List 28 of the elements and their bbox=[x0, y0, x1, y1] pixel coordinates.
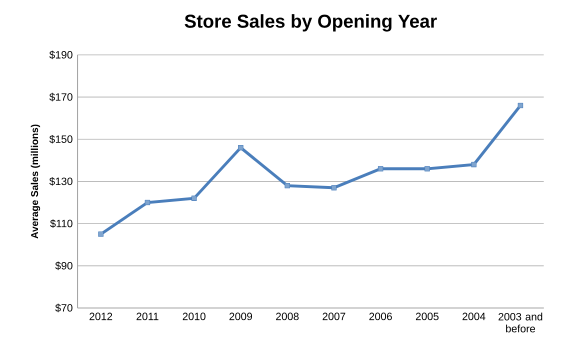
x-tick-label: 2003 and before bbox=[498, 312, 542, 332]
x-tick-label: 2010 bbox=[182, 312, 206, 320]
point bbox=[424, 166, 430, 172]
y-tick-label: $70 bbox=[55, 304, 72, 312]
x-tick-label: 2008 bbox=[276, 312, 299, 320]
x-tick-label: 2005 bbox=[416, 312, 439, 320]
point bbox=[238, 144, 244, 150]
chart-title: Store Sales by Opening Year bbox=[184, 14, 437, 32]
y-tick-label: $90 bbox=[55, 261, 72, 270]
point bbox=[98, 231, 104, 237]
x-tick-label: 2006 bbox=[369, 312, 392, 320]
y-tick-label: $190 bbox=[49, 50, 72, 60]
x-tick-label: 2012 bbox=[90, 312, 112, 320]
point bbox=[378, 166, 384, 172]
y-tick-label: $170 bbox=[49, 92, 72, 102]
y-axis-title: Average Sales (millions) bbox=[30, 124, 40, 238]
point bbox=[471, 162, 476, 168]
point bbox=[284, 182, 290, 188]
point bbox=[331, 185, 337, 190]
x-tick-label: 2009 bbox=[229, 312, 252, 320]
x-tick-label: 2007 bbox=[322, 312, 346, 320]
x-tick-label: 2011 bbox=[136, 312, 158, 320]
point bbox=[518, 102, 524, 108]
x-tick-label: 2004 bbox=[462, 312, 486, 320]
y-tick-label: $110 bbox=[50, 219, 72, 228]
y-tick-label: $130 bbox=[49, 177, 72, 186]
point bbox=[191, 196, 197, 201]
y-tick-label: $150 bbox=[49, 134, 72, 144]
